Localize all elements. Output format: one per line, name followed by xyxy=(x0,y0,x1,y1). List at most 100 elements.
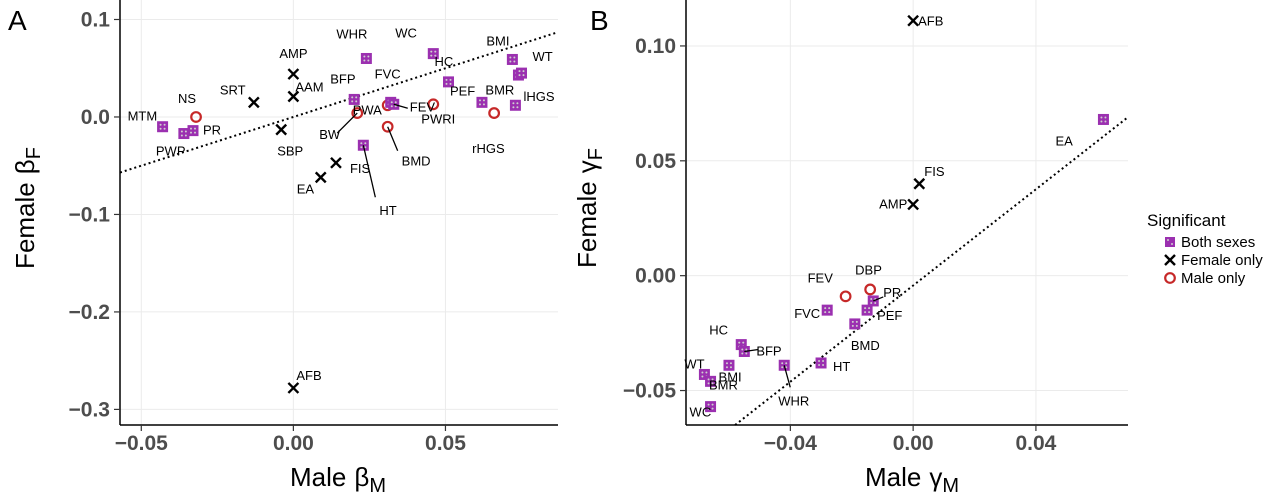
data-point-ns xyxy=(190,111,202,123)
x-tick-label: 0.00 xyxy=(273,432,314,455)
point-label-amp: AMP xyxy=(879,196,907,211)
panel-b-fit-line xyxy=(734,116,1129,426)
panel-b-y-axis-title: FemaleγF xyxy=(572,148,607,268)
point-label-whr: WHR xyxy=(778,393,809,408)
point-label-ht: HT xyxy=(379,203,396,218)
data-point-bmd xyxy=(381,120,394,133)
data-point-ea xyxy=(314,171,327,184)
label-leader-line xyxy=(783,365,791,388)
data-point-wc xyxy=(427,48,439,60)
point-label-fvc: FVC xyxy=(794,306,820,321)
data-point-amp xyxy=(287,68,300,80)
fit-line xyxy=(119,31,559,174)
point-label-whr: WHR xyxy=(336,26,367,41)
panel-b-tick-labels: −0.04 0.00 0.04 0.10 0.05 0.00 −0.05 xyxy=(623,35,1057,455)
data-point-bmr xyxy=(723,359,735,371)
point-label-aam: AAM xyxy=(295,80,323,95)
point-label-lhgs: lHGS xyxy=(524,89,555,104)
data-point-bw xyxy=(351,107,364,119)
point-label-afb: AFB xyxy=(296,368,321,383)
y-tick-label: 0.1 xyxy=(81,8,111,31)
point-label-bmr: BMR xyxy=(485,82,514,97)
data-point-hc xyxy=(443,76,454,88)
data-point-afb xyxy=(287,382,300,394)
point-label-bfp: BFP xyxy=(756,343,781,358)
point-label-pef: PEF xyxy=(450,83,475,98)
data-point-fvc xyxy=(821,304,833,316)
panel-a-axes xyxy=(114,0,558,431)
point-label-afb: AFB xyxy=(918,14,943,29)
point-label-fis: FIS xyxy=(350,161,371,176)
point-label-pr: PR xyxy=(883,285,901,300)
y-tick-label: −0.3 xyxy=(69,398,110,421)
label-leader-line xyxy=(393,103,408,109)
point-label-bmr: BMR xyxy=(709,377,738,392)
data-point-bmd xyxy=(849,318,861,330)
data-point-aam xyxy=(287,90,300,103)
panel-a-y-axis-title: FemaleβF xyxy=(10,147,45,269)
panel-b-point-labels: AFB EA FIS AMP DBP FEV PR PEF FVC BMD HC BFP BMR WHR H… xyxy=(684,14,1073,420)
x-tick-label: −0.05 xyxy=(115,432,168,455)
y-tick-label: −0.1 xyxy=(69,203,111,226)
panel-letter-b: B xyxy=(590,5,609,36)
fit-line xyxy=(734,116,1129,426)
point-label-bmd: BMD xyxy=(402,154,431,169)
point-label-bmi: BMI xyxy=(719,369,742,384)
legend-item-male: Male only xyxy=(1164,270,1246,287)
x-tick-label: 0.05 xyxy=(425,432,466,455)
point-label-wc: WC xyxy=(395,26,417,41)
y-tick-label: −0.05 xyxy=(623,380,676,403)
panel-a-x-axis-title: Male βM xyxy=(290,462,386,493)
data-point-ht xyxy=(815,357,827,369)
point-label-sbp: SBP xyxy=(277,144,303,159)
data-point-bmr xyxy=(509,99,521,111)
data-point-whr xyxy=(360,52,372,64)
legend-item-both: Both sexes xyxy=(1165,234,1255,251)
panel-a-tick-labels: −0.05 0.00 0.05 0.1 0.0 −0.1 −0.2 −0.3 xyxy=(69,8,467,455)
label-leader-line xyxy=(362,145,376,198)
panel-b-x-axis-title: Male γM xyxy=(865,462,959,493)
point-label-wt: WT xyxy=(532,49,552,64)
point-label-hc: HC xyxy=(709,323,728,338)
data-point-bmi xyxy=(506,53,518,65)
legend-label-both: Both sexes xyxy=(1181,234,1255,251)
point-label-fev: FEV xyxy=(410,99,436,114)
data-point-lhgs xyxy=(516,67,527,79)
point-label-bmi: BMI xyxy=(486,33,509,48)
panel-letter-a: A xyxy=(8,5,27,36)
point-label-mtm: MTM xyxy=(128,109,158,124)
label-leader-line xyxy=(744,348,759,353)
point-label-pwa: PWA xyxy=(353,102,382,117)
data-point-sbp xyxy=(275,123,288,136)
y-tick-label: 0.00 xyxy=(635,265,676,288)
data-point-bmi xyxy=(705,375,717,387)
y-tick-label: 0.05 xyxy=(635,150,676,173)
data-point-pwri xyxy=(427,98,440,111)
data-point-pr xyxy=(187,125,199,137)
data-point-amp xyxy=(907,198,919,211)
panel-b: B AFB EA FIS AMP DBP FEV PR PEF FVC BMD HC BFP BMR WH… xyxy=(572,0,1129,493)
point-label-srt: SRT xyxy=(220,82,246,97)
point-label-ea: EA xyxy=(297,181,315,196)
data-point-afb xyxy=(907,14,919,27)
point-label-bmd: BMD xyxy=(851,338,880,353)
panel-b-points xyxy=(698,14,1109,413)
point-label-dbp: DBP xyxy=(855,262,882,277)
point-label-pr: PR xyxy=(203,123,221,138)
legend-item-female: Female only xyxy=(1164,252,1263,269)
label-leader-line xyxy=(336,112,358,134)
panel-b-axes xyxy=(680,0,1128,431)
point-label-ea: EA xyxy=(1055,133,1073,148)
label-leader-line xyxy=(872,296,884,302)
data-point-dbp xyxy=(864,283,877,296)
point-label-fis: FIS xyxy=(924,164,945,179)
point-label-wt: WT xyxy=(684,356,704,371)
panel-a-grid xyxy=(120,0,558,425)
point-label-bw: BW xyxy=(319,127,341,142)
data-point-bfp xyxy=(348,93,360,105)
legend-label-female: Female only xyxy=(1181,252,1263,269)
data-point-fev xyxy=(839,290,852,303)
point-label-bfp: BFP xyxy=(330,71,355,86)
